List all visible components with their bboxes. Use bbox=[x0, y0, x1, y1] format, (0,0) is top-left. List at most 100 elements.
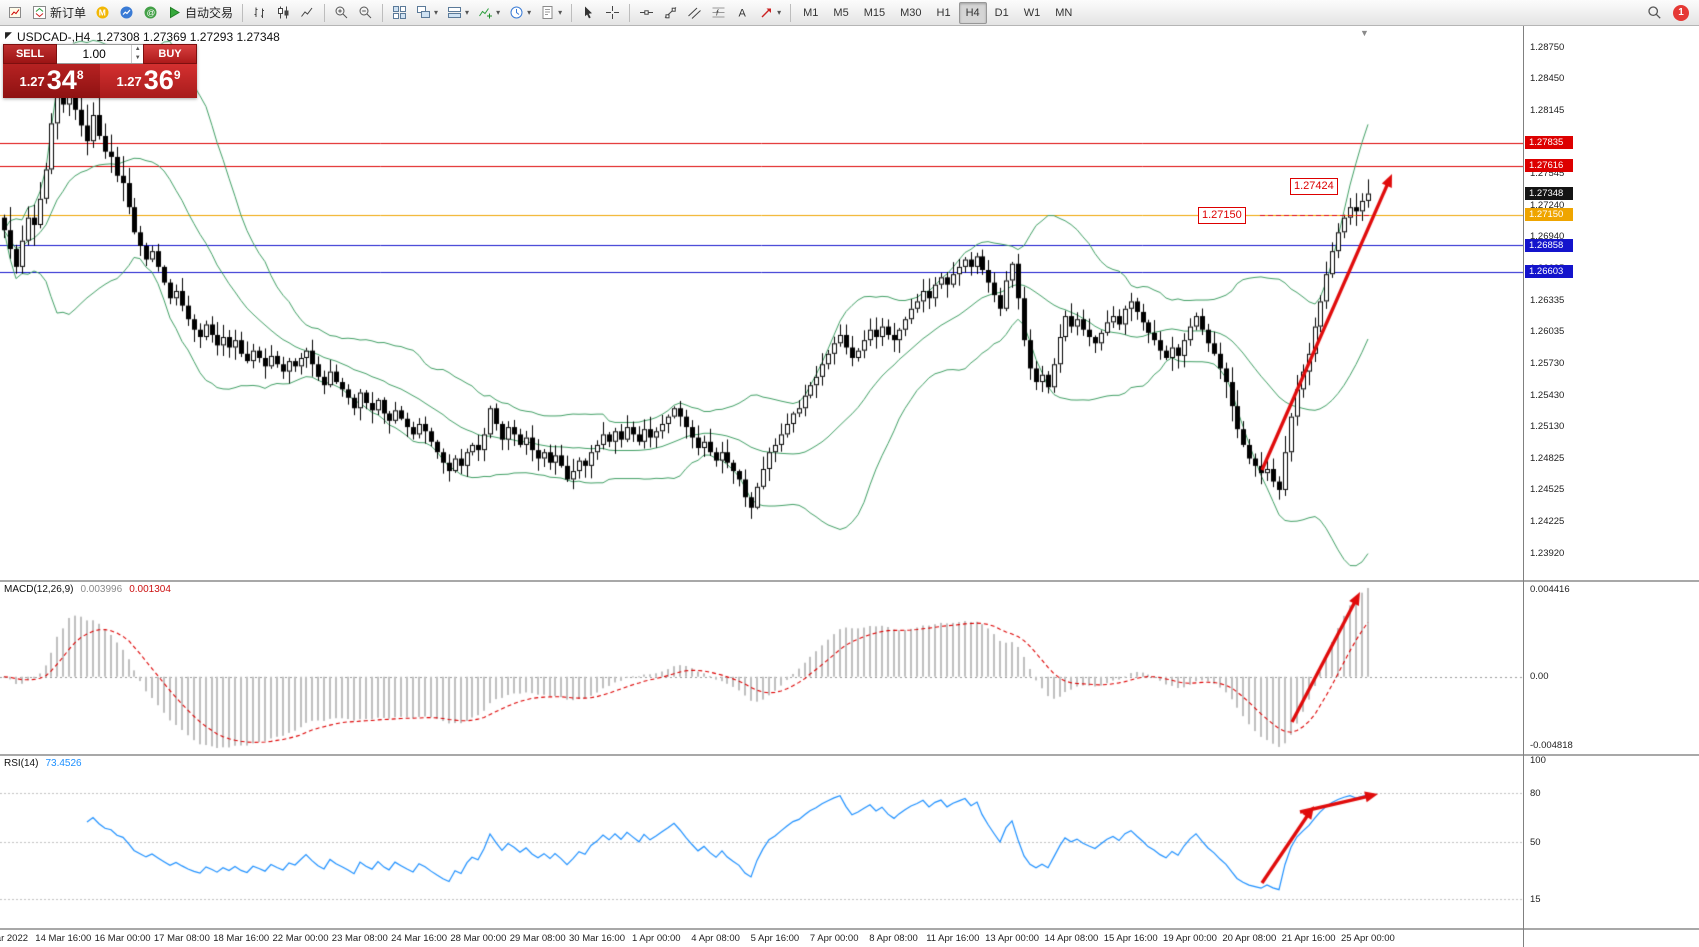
macd-name: MACD(12,26,9) bbox=[4, 584, 74, 595]
dropdown-caret-icon: ▾ bbox=[465, 8, 470, 17]
panel-separator[interactable] bbox=[0, 754, 1699, 756]
tile-windows-button[interactable] bbox=[388, 2, 411, 24]
horizontal-line-button[interactable] bbox=[635, 2, 658, 24]
rsi-axis[interactable]: 100 80 50 15 bbox=[1524, 756, 1699, 928]
macd-panel[interactable]: MACD(12,26,9) 0.003996 0.001304 bbox=[0, 582, 1523, 754]
sell-price-sup: 8 bbox=[76, 68, 84, 82]
rsi-panel[interactable]: RSI(14) 73.4526 bbox=[0, 756, 1523, 928]
one-click-collapse-icon[interactable]: ◤ bbox=[5, 30, 12, 40]
community-button[interactable]: @ bbox=[139, 2, 162, 24]
time-axis-label: 19 Apr 00:00 bbox=[1163, 933, 1217, 944]
price-tick: 1.26035 bbox=[1530, 326, 1565, 338]
new-chart-icon bbox=[8, 5, 23, 20]
fibonacci-retracement-button[interactable]: f bbox=[707, 2, 730, 24]
crosshair-icon bbox=[605, 5, 620, 20]
macd-axis-tick: 0.00 bbox=[1530, 670, 1549, 682]
new-order-label: 新订单 bbox=[50, 6, 87, 20]
new-chart-button[interactable] bbox=[4, 2, 27, 24]
mql5-market-button[interactable]: M bbox=[91, 2, 114, 24]
price-annotation[interactable]: 1.27150 bbox=[1198, 206, 1246, 224]
arrows-tool-button[interactable]: ▾ bbox=[755, 2, 785, 24]
chart-symbol-period: USDCAD-,H4 bbox=[17, 30, 91, 44]
auto-trading-label: 自动交易 bbox=[185, 6, 234, 20]
tile-windows-icon bbox=[392, 5, 407, 20]
timeframe-w1-button[interactable]: W1 bbox=[1023, 6, 1041, 19]
timeframe-m30-button[interactable]: M30 bbox=[900, 6, 922, 19]
new-order-icon bbox=[32, 5, 47, 20]
macd-axis[interactable]: 0.004416 0.00 -0.004818 bbox=[1524, 582, 1699, 754]
main-chart-panel[interactable]: ◤ USDCAD-,H4 1.27308 1.27369 1.27293 1.27… bbox=[0, 26, 1523, 580]
periods-button[interactable]: ▾ bbox=[505, 2, 535, 24]
timeframe-h1-button[interactable]: H1 bbox=[936, 6, 951, 19]
timeframe-h4-button[interactable]: H4 bbox=[958, 1, 987, 24]
search-button[interactable] bbox=[1643, 2, 1666, 24]
price-tick: 1.27545 bbox=[1530, 168, 1565, 180]
bar-chart-button[interactable] bbox=[248, 2, 271, 24]
market-watch-button[interactable] bbox=[115, 2, 138, 24]
market-watch-icon bbox=[119, 5, 134, 20]
dropdown-caret-icon: ▾ bbox=[558, 8, 563, 17]
timeframe-d1-button[interactable]: D1 bbox=[994, 6, 1009, 19]
price-axis[interactable]: 1.287501.284501.281451.278451.275451.272… bbox=[1524, 26, 1699, 580]
panel-separator[interactable] bbox=[0, 580, 1699, 582]
rsi-chart-canvas[interactable] bbox=[0, 756, 1523, 928]
new-order-button[interactable]: 新订单 bbox=[28, 2, 90, 24]
sell-price-big: 34 bbox=[46, 65, 77, 95]
arrows-tool-icon bbox=[759, 5, 774, 20]
sell-price[interactable]: 1.27 34 8 bbox=[3, 64, 100, 98]
sell-button[interactable]: SELL bbox=[3, 44, 57, 64]
price-tick: 1.24825 bbox=[1530, 452, 1565, 464]
toolbar-separator bbox=[242, 3, 244, 22]
candlestick-chart-icon bbox=[276, 5, 291, 20]
dropdown-caret-icon: ▾ bbox=[527, 8, 532, 17]
timeframe-m15-button[interactable]: M15 bbox=[863, 6, 886, 19]
volume-input[interactable] bbox=[57, 45, 132, 63]
fibonacci-retracement-icon: f bbox=[711, 5, 726, 20]
panel-separator[interactable] bbox=[0, 928, 1699, 930]
buy-button[interactable]: BUY bbox=[143, 44, 197, 64]
cursor-button[interactable] bbox=[577, 2, 600, 24]
arrange-charts-button[interactable]: ▾ bbox=[412, 2, 442, 24]
svg-text:A: A bbox=[739, 8, 747, 20]
notification-badge[interactable]: 1 bbox=[1673, 4, 1689, 21]
rsi-label: RSI(14) 73.4526 bbox=[4, 758, 82, 769]
trendline-button[interactable] bbox=[659, 2, 682, 24]
macd-chart-canvas[interactable] bbox=[0, 582, 1523, 754]
time-axis-label: 24 Mar 16:00 bbox=[391, 933, 448, 944]
volume-increase-button[interactable]: ▲ bbox=[134, 46, 141, 52]
timeframe-m1-button[interactable]: M1 bbox=[803, 6, 819, 19]
price-annotation[interactable]: 1.27424 bbox=[1290, 177, 1338, 195]
crosshair-button[interactable] bbox=[601, 2, 624, 24]
candlestick-chart-button[interactable] bbox=[272, 2, 295, 24]
dropdown-caret-icon: ▾ bbox=[496, 8, 501, 17]
templates-icon bbox=[540, 5, 555, 20]
auto-trading-button[interactable]: 自动交易 bbox=[163, 2, 237, 24]
text-label-button[interactable]: A bbox=[731, 2, 754, 24]
templates-button[interactable]: ▾ bbox=[536, 2, 566, 24]
candlestick-chart-canvas[interactable] bbox=[0, 26, 1523, 580]
volume-decrease-button[interactable]: ▼ bbox=[134, 55, 141, 61]
indicators-button[interactable]: ▾ bbox=[474, 2, 504, 24]
volume-spinner: ▲ ▼ bbox=[131, 45, 143, 63]
timeframe-m5-button[interactable]: M5 bbox=[833, 6, 849, 19]
bar-chart-icon bbox=[252, 5, 267, 20]
buy-price[interactable]: 1.27 36 9 bbox=[100, 64, 197, 98]
svg-text:@: @ bbox=[147, 7, 156, 17]
macd-main-value: 0.003996 bbox=[80, 584, 123, 595]
auto-arrange-button[interactable]: ▾ bbox=[443, 2, 473, 24]
volume-control: ▲ ▼ bbox=[57, 44, 143, 64]
line-chart-button[interactable] bbox=[296, 2, 319, 24]
equidistant-channel-button[interactable] bbox=[683, 2, 706, 24]
time-axis-label: 17 Mar 08:00 bbox=[153, 933, 210, 944]
zoom-in-button[interactable] bbox=[330, 2, 353, 24]
timeframe-mn-button[interactable]: MN bbox=[1055, 6, 1073, 19]
zoom-out-button[interactable] bbox=[354, 2, 377, 24]
toolbar-separator bbox=[790, 3, 792, 22]
dropdown-caret-icon: ▾ bbox=[777, 8, 782, 17]
time-axis-label: 4 Apr 08:00 bbox=[691, 933, 740, 944]
chart-shift-marker[interactable]: ▼ bbox=[1360, 28, 1369, 38]
chart-ohlc-values: 1.27308 1.27369 1.27293 1.27348 bbox=[96, 30, 280, 44]
time-axis-label: 7 Apr 00:00 bbox=[809, 933, 859, 944]
rsi-axis-tick: 100 bbox=[1530, 756, 1546, 766]
